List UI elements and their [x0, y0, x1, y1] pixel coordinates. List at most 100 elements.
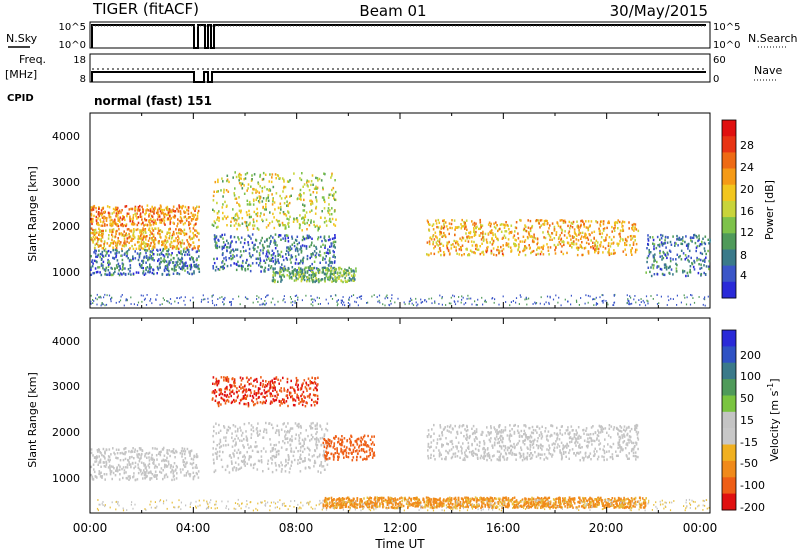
power-cell-4 — [331, 207, 333, 210]
velocity-cell-3 — [366, 444, 369, 447]
power-cell-1 — [101, 236, 104, 239]
power-cell-5 — [321, 278, 324, 281]
power-cell-7 — [663, 273, 666, 277]
power-cell-4 — [315, 176, 317, 180]
velocity-cell-1 — [234, 437, 236, 441]
velocity-cell-1 — [236, 430, 239, 433]
nave-label: Nave — [754, 64, 782, 77]
power-cell-6 — [590, 220, 593, 223]
power-cell-6 — [631, 227, 634, 230]
power-cell-2 — [155, 221, 157, 225]
power-cell-0 — [151, 251, 154, 254]
velocity-cell-2 — [300, 387, 303, 390]
power-noise-cell — [317, 303, 319, 305]
velocity-cell-1 — [318, 455, 321, 458]
velocity-cell-0 — [128, 478, 130, 481]
power-cell-1 — [188, 245, 191, 248]
power-noise-cell — [325, 298, 327, 301]
power-cell-0 — [122, 267, 125, 270]
power-y-axis: 4000 3000 2000 1000 Slant Range [km] — [26, 130, 80, 279]
power-cell-1 — [196, 231, 199, 235]
velocity-cell-2 — [306, 395, 309, 398]
power-cell-6 — [531, 250, 533, 253]
power-cell-1 — [157, 229, 160, 233]
power-cbar-segment — [722, 152, 736, 170]
power-cell-7 — [653, 245, 655, 248]
power-cell-6 — [461, 218, 463, 222]
velocity-cell-1 — [299, 425, 302, 428]
power-cell-0 — [171, 252, 173, 255]
power-cell-2 — [96, 223, 99, 226]
velocity-cell-2 — [247, 405, 250, 408]
power-cell-5 — [292, 270, 295, 273]
power-cell-5 — [294, 273, 297, 276]
power-cell-6 — [549, 238, 551, 241]
power-cell-0 — [122, 263, 125, 266]
power-cell-0 — [139, 248, 141, 251]
power-cell-2 — [117, 210, 120, 214]
velocity-cell-1 — [218, 446, 221, 449]
power-cell-3 — [313, 244, 315, 247]
velocity-cell-2 — [273, 399, 276, 402]
power-cell-7 — [657, 244, 659, 247]
power-cell-6 — [437, 244, 440, 247]
power-cell-4 — [314, 212, 317, 215]
power-cell-1 — [162, 240, 164, 243]
power-cell-2 — [176, 224, 178, 228]
velocity-cell-0 — [139, 457, 141, 461]
power-cell-4 — [264, 173, 267, 176]
power-cell-7 — [659, 267, 662, 271]
power-cell-1 — [170, 241, 173, 244]
velocity-cell-1 — [326, 429, 329, 432]
power-cell-1 — [123, 230, 125, 233]
velocity-cell-3 — [327, 451, 330, 454]
velocity-cell-1 — [284, 435, 286, 438]
velocity-cell-1 — [285, 463, 287, 467]
power-cell-6 — [611, 230, 613, 233]
power-cell-6 — [575, 238, 578, 241]
power-cell-6 — [592, 247, 595, 250]
power-cell-6 — [485, 249, 487, 252]
velocity-cell-0 — [172, 465, 174, 468]
power-cell-6 — [610, 238, 613, 241]
power-cell-7 — [648, 251, 651, 254]
power-cell-3 — [258, 254, 261, 257]
velocity-cell-0 — [105, 448, 108, 451]
power-cell-1 — [171, 236, 174, 239]
power-cell-5 — [328, 275, 330, 279]
power-cell-1 — [129, 247, 131, 250]
power-cell-3 — [239, 255, 242, 259]
velocity-cell-0 — [107, 455, 110, 458]
power-noise-cell — [167, 300, 169, 303]
power-cell-5 — [302, 272, 305, 276]
power-noise-cell — [265, 296, 267, 298]
power-cell-6 — [555, 231, 558, 234]
power-noise-cell — [96, 303, 98, 306]
velocity-cell-0 — [93, 470, 96, 474]
power-cell-3 — [296, 235, 299, 238]
velocity-cell-1 — [306, 446, 309, 449]
velocity-cell-0 — [162, 469, 164, 472]
velocity-cell-2 — [311, 381, 314, 385]
velocity-cell-1 — [247, 443, 249, 446]
power-cell-4 — [226, 174, 229, 177]
nave-tick-top: 60 — [713, 55, 726, 66]
power-cell-4 — [271, 203, 274, 206]
velocity-cell-1 — [265, 450, 267, 453]
power-cell-6 — [569, 227, 571, 230]
power-cell-6 — [513, 242, 515, 245]
power-cell-2 — [95, 219, 98, 223]
power-cell-2 — [139, 204, 141, 208]
power-cell-1 — [144, 242, 147, 245]
power-cell-6 — [580, 219, 582, 223]
power-noise-cell — [373, 294, 375, 296]
power-cell-4 — [271, 176, 273, 179]
velocity-cell-2 — [227, 400, 230, 403]
velocity-cell-1 — [243, 458, 246, 462]
power-cell-6 — [443, 253, 445, 257]
power-cell-4 — [329, 193, 332, 196]
power-cell-1 — [128, 236, 130, 240]
power-cell-0 — [178, 251, 181, 255]
velocity-cell-1 — [226, 465, 229, 468]
power-cell-2 — [186, 208, 188, 212]
